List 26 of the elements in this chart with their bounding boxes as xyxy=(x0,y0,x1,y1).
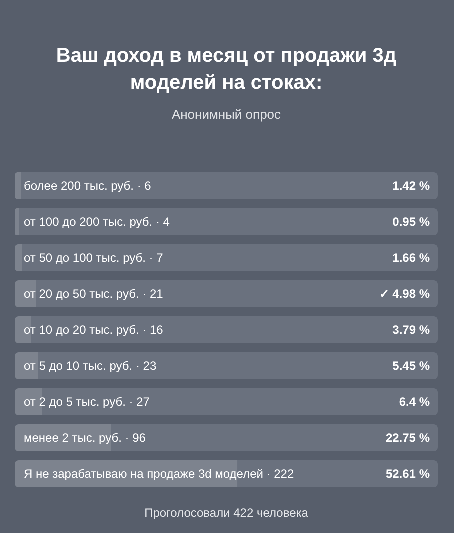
data-label: ✓ 4.98 % xyxy=(379,287,430,301)
data-label: 22.75 % xyxy=(386,431,430,445)
data-label: 52.61 % xyxy=(386,467,430,481)
y-tick-label: от 100 до 200 тыс. руб. · 4 xyxy=(24,215,170,229)
data-label: 1.42 % xyxy=(392,179,430,193)
y-tick-label: Я не зарабатываю на продаже 3d моделей · 222 xyxy=(24,467,294,481)
data-label: 5.45 % xyxy=(392,359,430,373)
y-tick-label: от 2 до 5 тыс. руб. · 27 xyxy=(24,395,150,409)
data-label: 0.95 % xyxy=(392,215,430,229)
bar xyxy=(15,352,38,380)
y-tick-label: от 10 до 20 тыс. руб. · 16 xyxy=(24,323,164,337)
data-label: 6.4 % xyxy=(399,395,430,409)
bar xyxy=(15,244,22,272)
y-tick-label: от 20 до 50 тыс. руб. · 21 xyxy=(24,287,164,301)
data-label: 3.79 % xyxy=(392,323,430,337)
bar xyxy=(15,172,22,200)
bar xyxy=(15,208,20,236)
y-tick-label: от 50 до 100 тыс. руб. · 7 xyxy=(24,251,164,265)
data-label: 1.66 % xyxy=(392,251,430,265)
bar xyxy=(15,280,36,308)
text: Проголосовали 422 человека xyxy=(144,506,309,520)
y-tick-label: более 200 тыс. руб. · 6 xyxy=(24,179,152,193)
chart-title: Ваш доход в месяц от продажи 3д моделей на стоках: xyxy=(56,45,397,94)
y-tick-label: от 5 до 10 тыс. руб. · 23 xyxy=(24,359,157,373)
y-tick-label: менее 2 тыс. руб. · 96 xyxy=(24,431,146,445)
chart-subtitle: Анонимный опрос xyxy=(172,107,282,122)
